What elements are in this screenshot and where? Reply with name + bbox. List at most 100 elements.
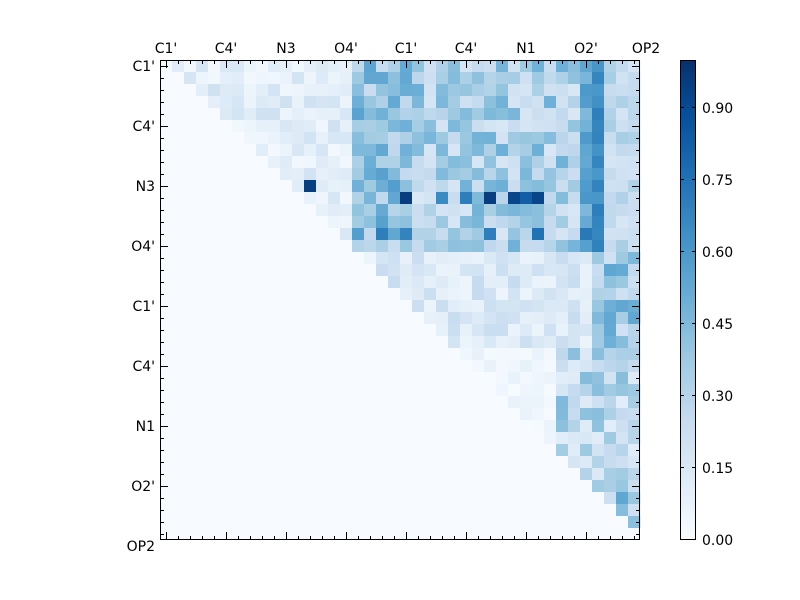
heatmap-cell bbox=[520, 120, 533, 133]
heatmap-cell bbox=[304, 276, 317, 289]
colorbar-tick-label: 0.75 bbox=[702, 173, 733, 189]
heatmap-cell bbox=[460, 228, 473, 241]
heatmap-cell bbox=[580, 444, 593, 457]
heatmap-cell bbox=[400, 72, 413, 85]
heatmap-cell bbox=[424, 396, 437, 409]
heatmap-cell bbox=[580, 468, 593, 481]
heatmap-cell bbox=[280, 228, 293, 241]
heatmap-cell bbox=[244, 516, 257, 529]
heatmap-cell bbox=[244, 72, 257, 85]
heatmap-cell bbox=[460, 492, 473, 505]
heatmap-cell bbox=[460, 516, 473, 529]
heatmap-cell bbox=[376, 420, 389, 433]
heatmap-cell bbox=[448, 72, 461, 85]
heatmap-cell bbox=[472, 72, 485, 85]
heatmap-cell bbox=[244, 168, 257, 181]
heatmap-cell bbox=[496, 528, 509, 541]
heatmap-cell bbox=[316, 492, 329, 505]
heatmap-cell bbox=[616, 504, 629, 517]
colorbar-segment bbox=[680, 356, 696, 361]
heatmap-cell bbox=[280, 264, 293, 277]
heatmap-cell bbox=[160, 408, 173, 421]
heatmap-cell bbox=[508, 120, 521, 133]
heatmap-cell bbox=[520, 300, 533, 313]
colorbar-tick-label: 0.90 bbox=[702, 101, 733, 117]
colorbar-segment bbox=[680, 376, 696, 381]
heatmap-cell bbox=[160, 456, 173, 469]
heatmap-cell bbox=[244, 276, 257, 289]
heatmap-cell bbox=[184, 372, 197, 385]
colorbar-segment bbox=[680, 276, 696, 281]
heatmap-cell bbox=[388, 468, 401, 481]
heatmap-cell bbox=[376, 372, 389, 385]
heatmap-cell bbox=[328, 480, 341, 493]
heatmap-cell bbox=[532, 288, 545, 301]
heatmap-cell bbox=[532, 276, 545, 289]
heatmap-cell bbox=[544, 384, 557, 397]
heatmap-cell bbox=[532, 84, 545, 97]
heatmap-cell bbox=[400, 300, 413, 313]
heatmap-cell bbox=[520, 276, 533, 289]
colorbar-segment bbox=[680, 212, 696, 217]
heatmap-cell bbox=[304, 492, 317, 505]
heatmap-cell bbox=[160, 468, 173, 481]
heatmap-cell bbox=[316, 348, 329, 361]
heatmap-cell bbox=[256, 180, 269, 193]
heatmap-cell bbox=[172, 312, 185, 325]
heatmap-cell bbox=[268, 216, 281, 229]
heatmap-cell bbox=[244, 456, 257, 469]
heatmap-cell bbox=[508, 300, 521, 313]
heatmap-cell bbox=[256, 288, 269, 301]
heatmap-cell bbox=[472, 120, 485, 133]
heatmap-cell bbox=[592, 252, 605, 265]
heatmap-cell bbox=[352, 60, 365, 73]
heatmap-cell bbox=[196, 168, 209, 181]
heatmap-cell bbox=[196, 264, 209, 277]
heatmap-cell bbox=[208, 504, 221, 517]
heatmap-cell bbox=[460, 168, 473, 181]
heatmap-cell bbox=[412, 84, 425, 97]
heatmap-cell bbox=[532, 468, 545, 481]
heatmap-cell bbox=[592, 276, 605, 289]
heatmap-cell bbox=[460, 120, 473, 133]
heatmap-cell bbox=[256, 96, 269, 109]
heatmap-cell bbox=[496, 288, 509, 301]
heatmap-cell bbox=[388, 276, 401, 289]
heatmap-cell bbox=[316, 528, 329, 541]
heatmap-cell bbox=[388, 168, 401, 181]
heatmap-cell bbox=[232, 396, 245, 409]
heatmap-cell bbox=[508, 192, 521, 205]
heatmap-cell bbox=[532, 516, 545, 529]
heatmap-cell bbox=[328, 216, 341, 229]
heatmap-cell bbox=[232, 204, 245, 217]
heatmap-cell bbox=[316, 480, 329, 493]
heatmap-cell bbox=[220, 336, 233, 349]
heatmap-cell bbox=[520, 192, 533, 205]
heatmap-cell bbox=[580, 264, 593, 277]
heatmap-cell bbox=[532, 240, 545, 253]
heatmap-cell bbox=[508, 84, 521, 97]
heatmap-cell bbox=[256, 396, 269, 409]
heatmap-cell bbox=[244, 492, 257, 505]
heatmap-cell bbox=[436, 360, 449, 373]
heatmap-cell bbox=[388, 360, 401, 373]
heatmap-cell bbox=[508, 252, 521, 265]
heatmap-cell bbox=[184, 504, 197, 517]
heatmap-cell bbox=[232, 264, 245, 277]
heatmap-cell bbox=[436, 156, 449, 169]
heatmap-cell bbox=[556, 324, 569, 337]
heatmap-cell bbox=[256, 276, 269, 289]
heatmap-cell bbox=[484, 396, 497, 409]
heatmap-cell bbox=[568, 348, 581, 361]
heatmap-cell bbox=[616, 72, 629, 85]
heatmap-cell bbox=[232, 468, 245, 481]
heatmap-cell bbox=[268, 420, 281, 433]
heatmap-cell bbox=[292, 420, 305, 433]
heatmap-cell bbox=[520, 504, 533, 517]
colorbar-segment bbox=[680, 380, 696, 385]
heatmap-cell bbox=[496, 120, 509, 133]
heatmap-cell bbox=[292, 432, 305, 445]
heatmap-cell bbox=[628, 204, 641, 217]
heatmap-cell bbox=[184, 336, 197, 349]
